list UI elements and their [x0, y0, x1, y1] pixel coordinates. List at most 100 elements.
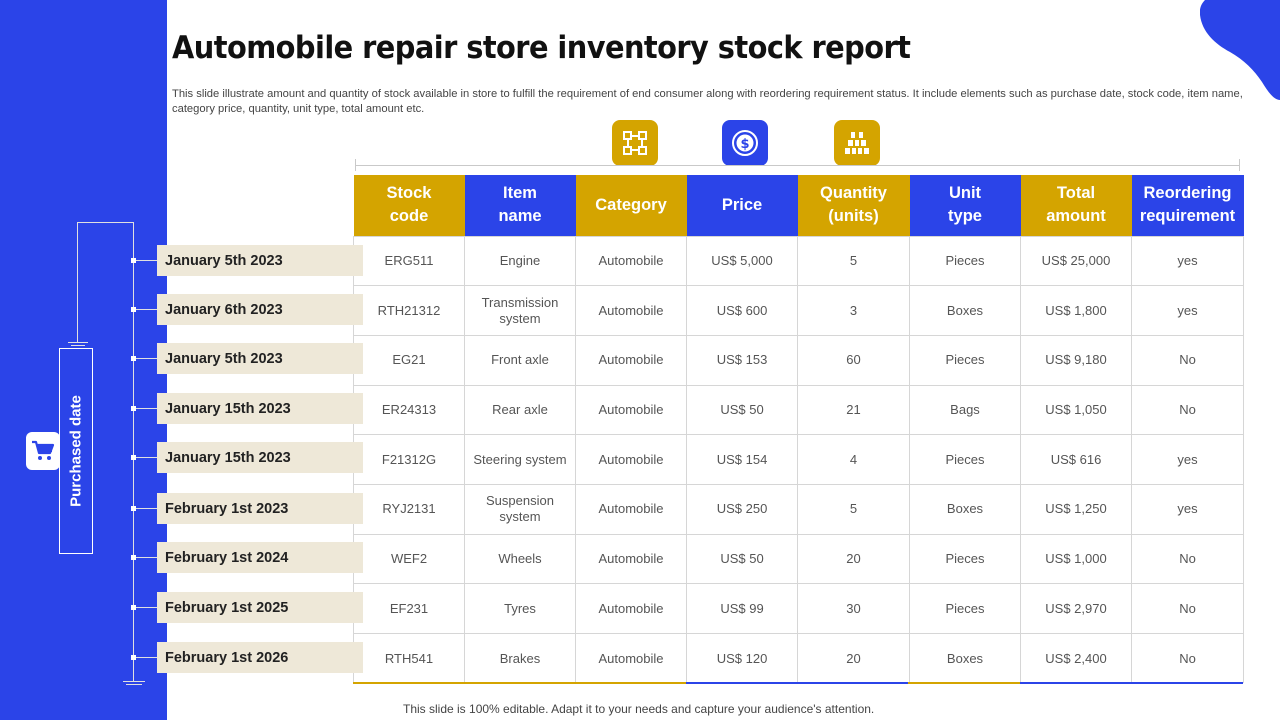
table-row: ER24313 Rear axle Automobile US$ 50 21 Bags US…: [353, 384, 1244, 436]
table-cell: EF231: [353, 583, 465, 634]
table-cell: No: [1131, 633, 1244, 684]
inventory-table: Stock code Item name Category Price Quantity (u…: [353, 175, 1244, 684]
timeline-bracket: [77, 222, 78, 342]
table-cell: EG21: [353, 334, 465, 386]
column-header: Stock code: [353, 175, 465, 236]
timeline-dot: [131, 356, 136, 361]
table-cell: Automobile: [575, 384, 687, 436]
table-cell: Pieces: [909, 334, 1021, 386]
table-cell: WEF2: [353, 533, 465, 585]
table-bottom-bar: [353, 682, 686, 684]
timeline-connector: [136, 657, 157, 658]
table-cell: 60: [797, 334, 910, 386]
table-cell: ER24313: [353, 384, 465, 436]
table-cell: Transmission system: [464, 285, 576, 336]
timeline-base: [123, 681, 145, 682]
timeline-bracket-ground: [68, 342, 88, 343]
table-cell: US$ 1,800: [1020, 285, 1132, 336]
column-header-text: Total: [1056, 184, 1096, 203]
timeline-connector: [136, 508, 157, 509]
table-bottom-bar: [1020, 682, 1243, 684]
column-header-text: (units): [828, 207, 879, 226]
table-row: RYJ2131 Suspension system Automobile US$ 25…: [353, 483, 1244, 535]
table-cell: 4: [797, 434, 910, 485]
timeline-base: [126, 684, 142, 685]
table-cell: Rear axle: [464, 384, 576, 436]
purchase-date-label: February 1st 2024: [157, 542, 363, 573]
column-header: Total amount: [1020, 175, 1132, 236]
timeline-connector: [136, 557, 157, 558]
column-header-text: Price: [721, 195, 763, 214]
table-cell: US$ 50: [686, 384, 798, 436]
shopping-cart-icon: [26, 432, 60, 470]
timeline-bracket-ground: [71, 345, 85, 346]
table-cell: US$ 99: [686, 583, 798, 634]
timeline-line: [133, 222, 134, 682]
header-rule: [355, 165, 1240, 166]
table-cell: Automobile: [575, 483, 687, 535]
purchase-date-label: January 15th 2023: [157, 393, 363, 424]
table-cell: No: [1131, 384, 1244, 436]
timeline-dot: [131, 455, 136, 460]
timeline-dot: [131, 258, 136, 263]
table-cell: ERG511: [353, 235, 465, 287]
timeline-dot: [131, 506, 136, 511]
table-bottom-bar: [686, 682, 908, 684]
table-cell: Pieces: [909, 583, 1021, 634]
column-header-text: Category: [595, 195, 667, 214]
timeline-connector: [136, 309, 157, 310]
table-cell: Pieces: [909, 434, 1021, 485]
table-cell: yes: [1131, 285, 1244, 336]
table-cell: US$ 250: [686, 483, 798, 535]
purchase-date-label: February 1st 2023: [157, 493, 363, 524]
inventory-boxes-icon: [834, 120, 880, 166]
table-cell: US$ 153: [686, 334, 798, 386]
purchase-date-label: February 1st 2025: [157, 592, 363, 623]
table-cell: RTH541: [353, 633, 465, 684]
column-header-text: code: [389, 207, 429, 226]
table-row: F21312G Steering system Automobile US$ 154 4…: [353, 434, 1244, 485]
table-cell: US$ 5,000: [686, 235, 798, 287]
column-header: Category: [575, 175, 687, 236]
column-header: Unit type: [909, 175, 1021, 236]
table-cell: US$ 50: [686, 533, 798, 585]
timeline-dot: [131, 605, 136, 610]
table-row: WEF2 Wheels Automobile US$ 50 20 Pieces US$ 1,…: [353, 533, 1244, 585]
column-header-text: Item: [503, 184, 537, 203]
timeline-dot: [131, 555, 136, 560]
table-cell: Wheels: [464, 533, 576, 585]
table-cell: Boxes: [909, 483, 1021, 535]
column-header-text: Stock: [386, 184, 432, 203]
table-cell: 3: [797, 285, 910, 336]
table-cell: No: [1131, 533, 1244, 585]
table-cell: US$ 25,000: [1020, 235, 1132, 287]
table-row: EF231 Tyres Automobile US$ 99 30 Pieces US$ 2,…: [353, 583, 1244, 634]
column-header-text: type: [948, 207, 982, 226]
column-header-text: requirement: [1139, 207, 1236, 226]
table-cell: Steering system: [464, 434, 576, 485]
table-row: RTH21312 Transmission system Automobile US$…: [353, 285, 1244, 336]
table-cell: F21312G: [353, 434, 465, 485]
timeline-connector: [136, 457, 157, 458]
table-cell: Suspension system: [464, 483, 576, 535]
table-cell: US$ 2,970: [1020, 583, 1132, 634]
header-rule-tick: [355, 159, 356, 171]
table-cell: US$ 1,050: [1020, 384, 1132, 436]
column-header: Reordering requirement: [1131, 175, 1244, 236]
table-body: ERG511 Engine Automobile US$ 5,000 5 Pieces US…: [353, 235, 1244, 684]
frame-icon: [612, 120, 658, 166]
column-header: Quantity (units): [797, 175, 910, 236]
table-cell: Automobile: [575, 334, 687, 386]
table-cell: Pieces: [909, 235, 1021, 287]
purchase-date-label: February 1st 2026: [157, 642, 363, 673]
header-rule-tick: [1239, 159, 1240, 171]
table-cell: RYJ2131: [353, 483, 465, 535]
svg-text:$: $: [740, 137, 749, 152]
table-cell: No: [1131, 583, 1244, 634]
column-header-text: amount: [1046, 207, 1106, 226]
table-cell: US$ 9,180: [1020, 334, 1132, 386]
table-cell: yes: [1131, 483, 1244, 535]
table-cell: 30: [797, 583, 910, 634]
page-title: Automobile repair store inventory stock …: [172, 30, 911, 66]
table-cell: Tyres: [464, 583, 576, 634]
